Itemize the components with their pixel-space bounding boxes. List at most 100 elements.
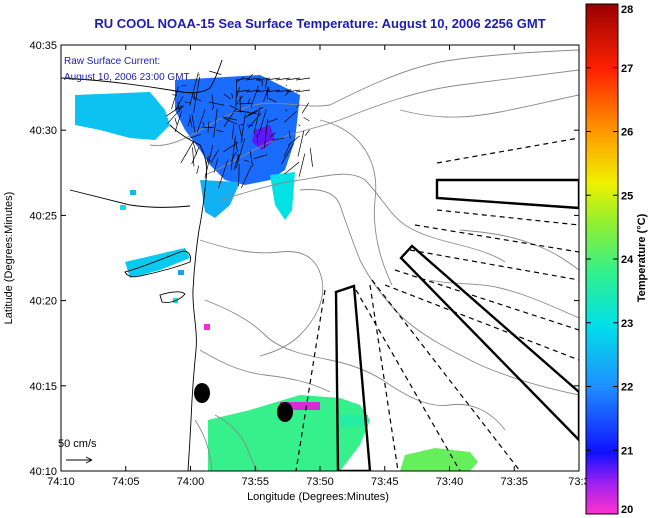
current-vector bbox=[253, 154, 268, 160]
current-vector bbox=[189, 115, 193, 128]
scale-arrow bbox=[66, 456, 93, 464]
current-vector bbox=[253, 110, 260, 134]
current-vector bbox=[193, 76, 201, 113]
current-vector bbox=[191, 96, 202, 102]
current-vector bbox=[255, 77, 271, 81]
current-vector bbox=[283, 142, 291, 157]
x-tick-label: 74:05 bbox=[112, 476, 140, 488]
current-vector bbox=[230, 151, 237, 163]
sst-pixel bbox=[130, 190, 136, 195]
current-vector bbox=[191, 147, 200, 165]
current-vector bbox=[309, 147, 313, 167]
x-tick-label: 74:00 bbox=[177, 476, 205, 488]
y-axis-label: Latitude (Degrees:Minutes) bbox=[3, 192, 15, 325]
bathymetry-contours bbox=[149, 49, 579, 471]
current-vector bbox=[211, 105, 214, 111]
x-tick-label: 73:45 bbox=[371, 476, 399, 488]
current-vector bbox=[250, 85, 259, 108]
current-vector bbox=[304, 129, 310, 136]
current-vector bbox=[243, 159, 250, 162]
x-axis-ticks: 74:10 74:05 74:00 73:55 73:50 73:45 73:40 73:35… bbox=[47, 45, 590, 488]
x-tick-label: 74:10 bbox=[47, 476, 75, 488]
current-vector bbox=[216, 129, 224, 133]
current-vector bbox=[172, 94, 177, 96]
colorbar-tick-label: 24 bbox=[621, 254, 634, 266]
current-vector bbox=[303, 117, 310, 122]
current-vector bbox=[213, 108, 218, 138]
current-vector bbox=[174, 111, 183, 133]
current-vector bbox=[198, 74, 200, 76]
current-vector bbox=[234, 138, 238, 152]
y-tick-label: 40:30 bbox=[29, 125, 57, 137]
current-vector bbox=[295, 89, 311, 93]
current-vector bbox=[270, 132, 276, 137]
current-vector bbox=[231, 93, 234, 99]
colorbar-tick-label: 27 bbox=[621, 63, 633, 75]
current-vector bbox=[240, 165, 252, 189]
sst-patch bbox=[200, 180, 240, 218]
y-tick-label: 40:10 bbox=[29, 466, 57, 478]
current-vector bbox=[298, 124, 301, 127]
current-vector bbox=[284, 109, 288, 112]
current-vector bbox=[192, 141, 198, 155]
current-vector bbox=[265, 77, 281, 81]
current-vector bbox=[224, 118, 238, 125]
glider-track-lines bbox=[295, 137, 579, 471]
scale-label: 50 cm/s bbox=[58, 438, 97, 450]
current-vector bbox=[257, 79, 262, 82]
colorbar-tick-label: 21 bbox=[621, 445, 633, 457]
current-vector bbox=[175, 96, 184, 110]
y-tick-label: 40:35 bbox=[29, 40, 57, 52]
current-vector bbox=[255, 89, 271, 93]
sst-pixel bbox=[280, 402, 320, 410]
current-vector bbox=[204, 144, 214, 179]
current-vector bbox=[218, 159, 229, 189]
current-vector bbox=[272, 137, 285, 141]
surface-current-vectors bbox=[166, 70, 313, 189]
current-vector bbox=[288, 130, 291, 139]
current-label-1: Raw Surface Current: bbox=[64, 56, 160, 67]
sst-patch bbox=[75, 92, 170, 140]
sst-pixel bbox=[120, 205, 126, 210]
x-tick-label: 73:40 bbox=[436, 476, 464, 488]
current-vector bbox=[192, 147, 195, 167]
current-vector bbox=[238, 124, 243, 141]
current-vector bbox=[235, 138, 246, 169]
current-vector bbox=[285, 77, 301, 81]
coastline bbox=[61, 59, 223, 471]
current-vector bbox=[248, 112, 262, 129]
current-vector bbox=[166, 105, 183, 117]
current-vector bbox=[235, 79, 237, 107]
current-vector bbox=[174, 118, 178, 125]
colorbar-tick-label: 25 bbox=[621, 190, 633, 202]
current-vector bbox=[258, 109, 267, 135]
current-vector bbox=[207, 121, 210, 133]
y-tick-label: 40:25 bbox=[29, 210, 57, 222]
current-vector bbox=[211, 149, 220, 162]
colorbar-label: Temperature (°C) bbox=[636, 213, 648, 302]
current-vector bbox=[238, 163, 240, 187]
station-marker-2 bbox=[277, 402, 293, 422]
current-vector bbox=[296, 104, 300, 108]
colorbar-tick-label: 26 bbox=[621, 127, 633, 139]
x-tick-label: 73:3 bbox=[568, 476, 589, 488]
current-vector bbox=[247, 106, 264, 116]
map-area bbox=[61, 45, 579, 471]
current-vector bbox=[202, 122, 205, 126]
station-marker-1 bbox=[194, 383, 210, 403]
current-vector bbox=[245, 89, 261, 93]
sst-pixel bbox=[340, 415, 368, 427]
current-vector bbox=[281, 143, 295, 165]
current-vector bbox=[213, 158, 219, 173]
x-tick-label: 73:55 bbox=[241, 476, 269, 488]
current-vector bbox=[205, 155, 209, 165]
current-vector bbox=[284, 161, 300, 175]
x-tick-label: 73:35 bbox=[500, 476, 528, 488]
current-label-2: August 10, 2006 23:00 GMT bbox=[64, 72, 190, 83]
current-vector bbox=[177, 101, 180, 112]
colorbar-tick-label: 22 bbox=[621, 382, 633, 394]
current-vector bbox=[265, 89, 281, 93]
current-vector bbox=[189, 72, 199, 106]
current-vector bbox=[187, 119, 191, 127]
